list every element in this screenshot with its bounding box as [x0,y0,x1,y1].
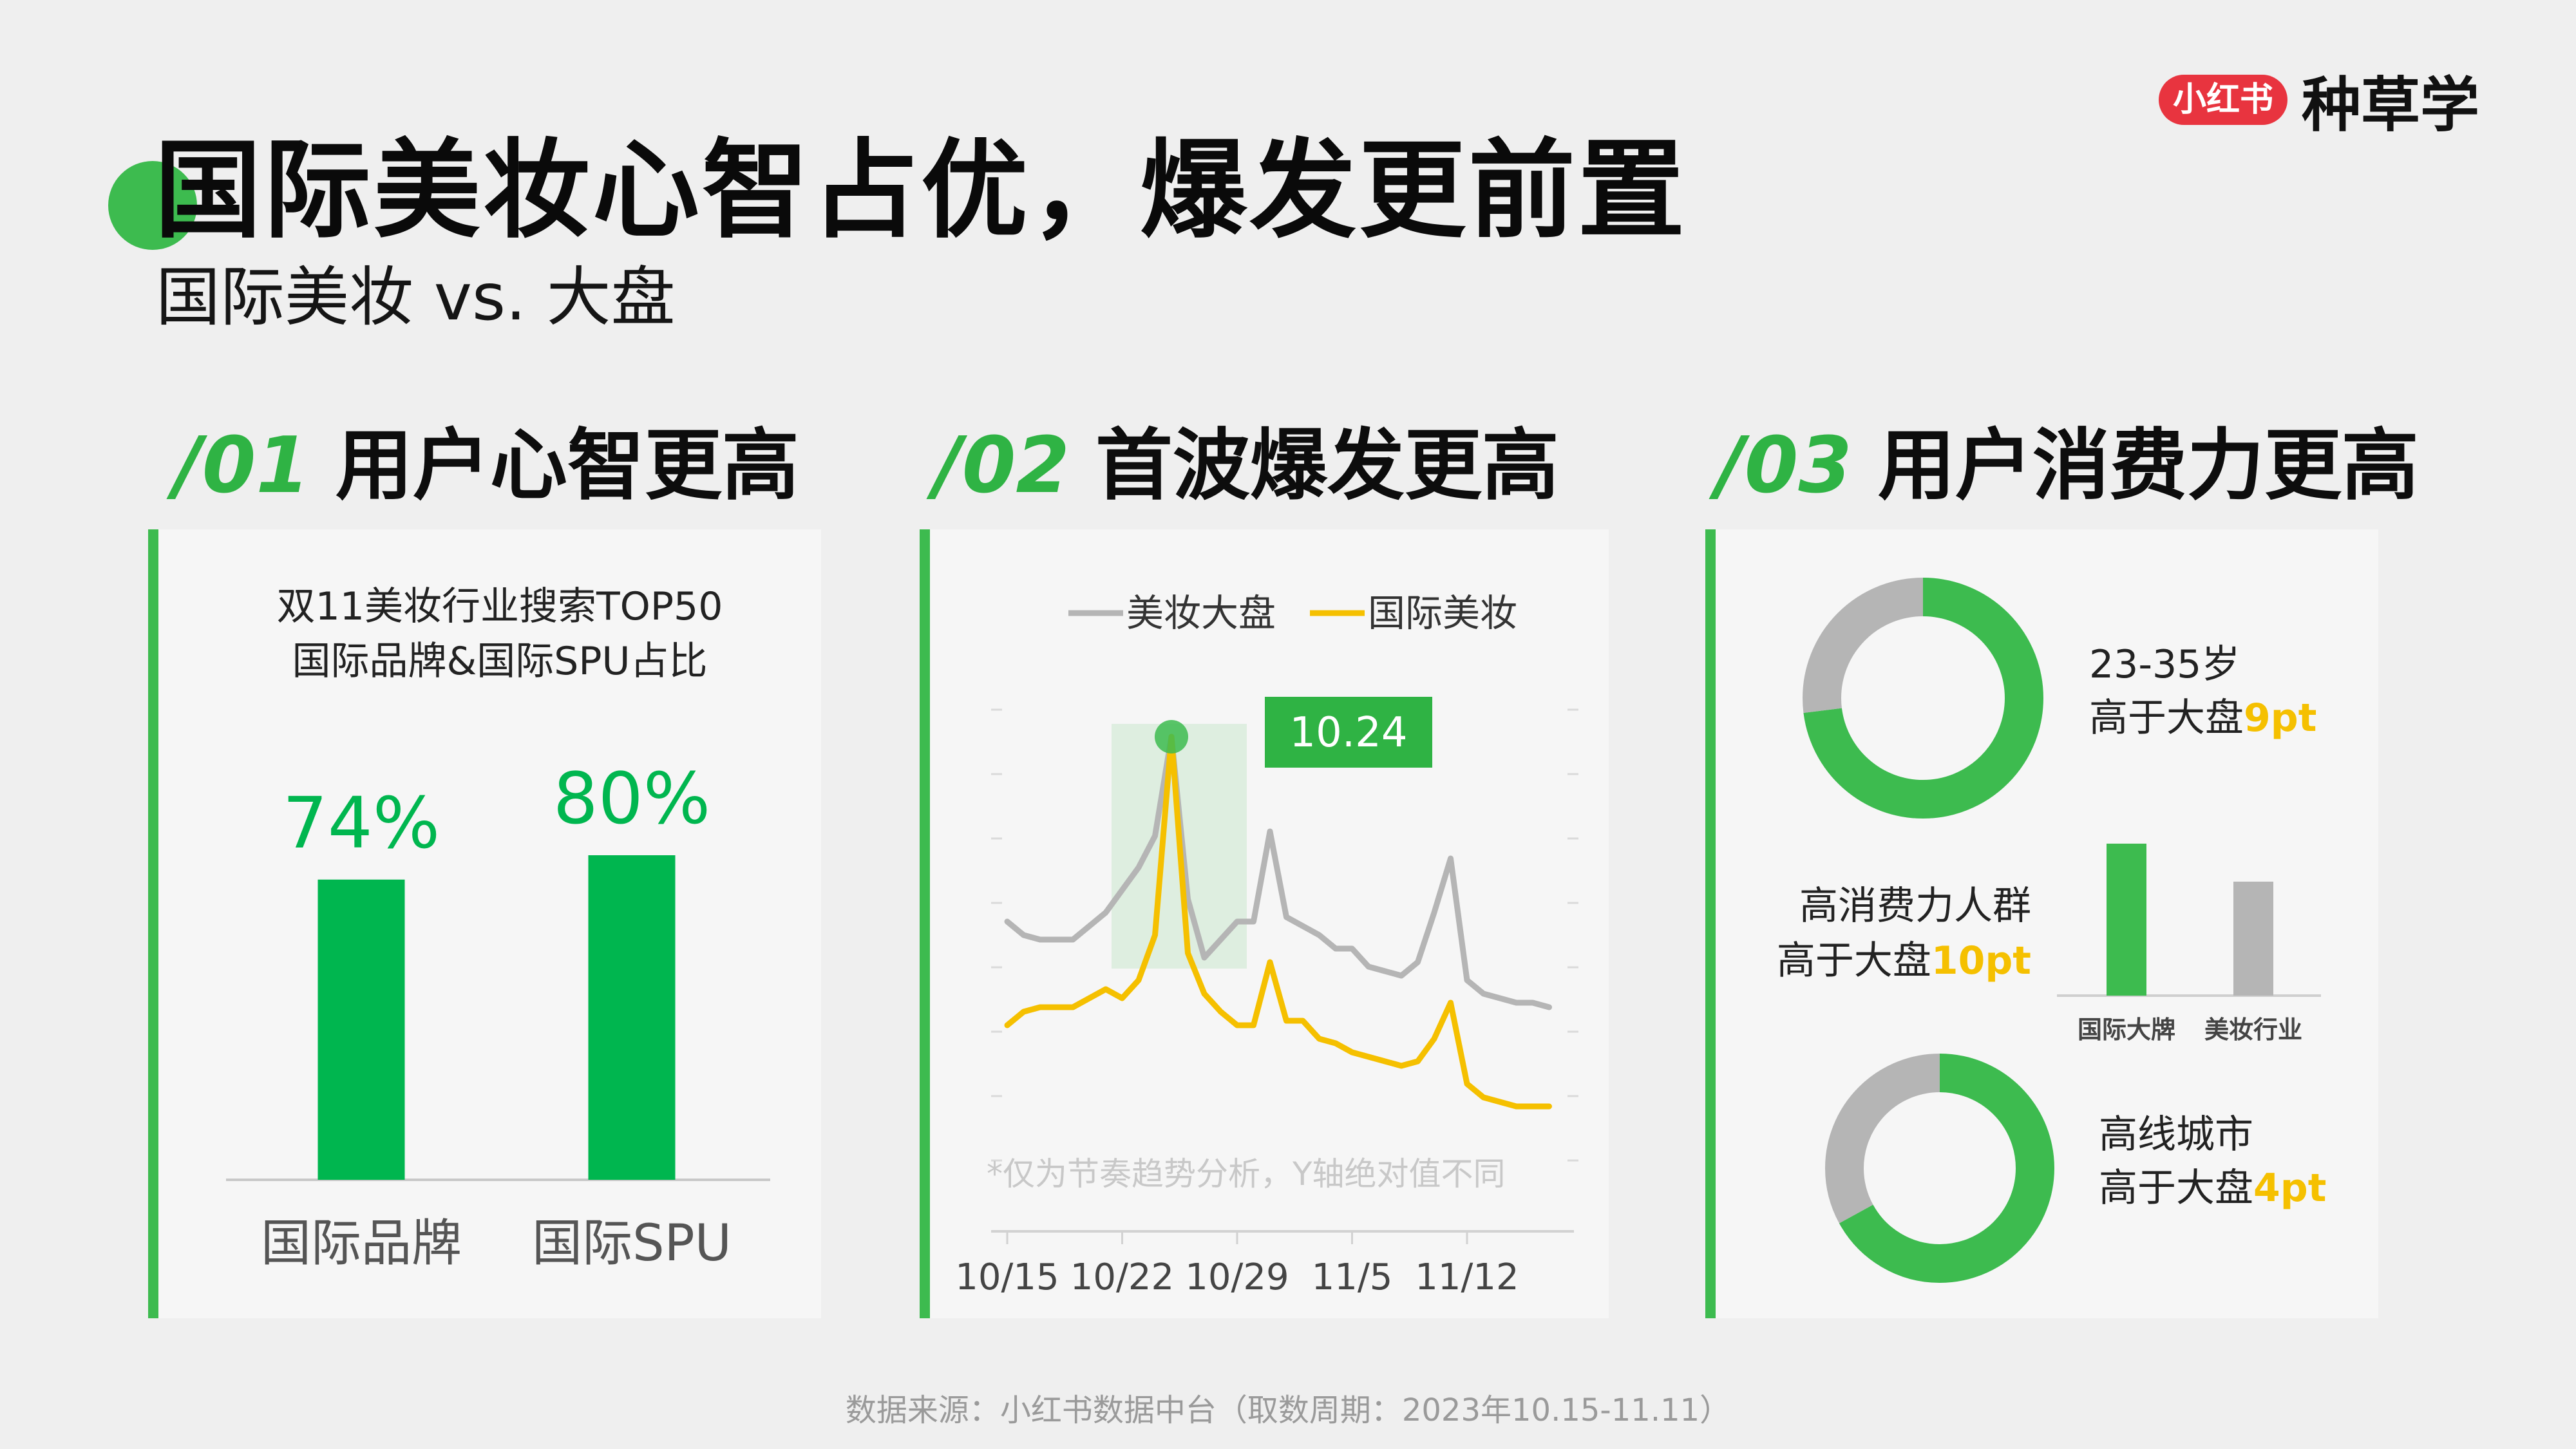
logo-badge: 小红书 [2159,75,2288,125]
legend-label-intl: 国际美妆 [1368,591,1517,635]
mini-bars: 国际大牌 美妆行业 [2078,844,2302,1044]
age-compare: 高于大盘9pt [2089,696,2316,741]
decorative-dot [108,161,197,250]
city-label: 高线城市 [2099,1112,2253,1157]
peak-label-box [1265,697,1432,768]
section-number: /02 [934,421,1070,511]
card-user-mindshare: 双11美妆行业搜索TOP50 国际品牌&国际SPU占比 74% 国际品牌 80% 国际… [148,529,821,1318]
donut-slice-其他 [1825,1054,2054,1283]
chart-subtitle: 国际品牌&国际SPU占比 [292,639,708,684]
chart-title: 双11美妆行业搜索TOP50 [277,584,723,629]
section-label: 首波爆发更高 [1095,421,1559,511]
section-heading-1: /01 用户心智更高 [174,402,799,515]
logo: 小红书 种草学 [2159,64,2479,140]
series-line-国际美妆 [1004,734,1552,1110]
mini-bar-国际大牌 [2107,844,2146,996]
peak-marker [1155,720,1188,753]
legend-label-market: 美妆大盘 [1126,591,1276,635]
bar-category-label: 国际SPU [532,1215,732,1273]
section-number: /03 [1716,421,1852,511]
gridlines [991,708,1578,1162]
donut-chart-age [1803,578,2043,819]
logo-text: 种草学 [2302,70,2480,140]
bar-chart-search-share: 双11美妆行业搜索TOP50 国际品牌&国际SPU占比 74% 国际品牌 80% 国际… [226,584,770,1273]
page-subtitle: 国际美妆 vs. 大盘 [156,260,676,335]
donut-chart-city [1825,1054,2054,1283]
bar-国际SPU [588,855,676,1180]
card-first-burst: 美妆大盘 国际美妆 10.24 *仅为节奏趋势分析，Y轴绝对值不同 10/15 1… [920,529,1609,1318]
mini-bar-label: 国际大牌 [2078,1016,2175,1044]
mini-bar-label: 美妆行业 [2204,1016,2302,1044]
section-label: 用户消费力更高 [1877,421,2419,511]
section-label: 用户心智更高 [335,421,799,511]
bar-category-label: 国际品牌 [261,1215,462,1273]
spending-label: 高消费力人群 [1799,884,2031,929]
x-tick-label: 10/15 [955,1256,1059,1298]
bars: 74% 国际品牌 80% 国际SPU [261,757,732,1273]
chart-annotation: *仅为节奏趋势分析，Y轴绝对值不同 [987,1155,1506,1193]
bar-国际品牌 [317,879,405,1180]
age-highlight: 9pt [2244,696,2316,741]
section-number: /01 [174,421,310,511]
spending-compare-prefix: 高于大盘 [1777,938,1931,983]
section-heading-3: /03 用户消费力更高 [1716,402,2419,515]
data-source-footer: 数据来源：小红书数据中台（取数周期：2023年10.15-11.11） [845,1392,1731,1428]
legend: 美妆大盘 国际美妆 [1068,591,1517,635]
series-lines [1004,734,1552,1110]
x-tick-label: 10/22 [1070,1256,1174,1298]
bar-value-label: 80% [553,757,711,840]
mini-bar-美妆行业 [2233,882,2273,996]
line-chart-trend: 美妆大盘 国际美妆 10.24 *仅为节奏趋势分析，Y轴绝对值不同 10/15 1… [955,591,1578,1298]
card-spending-power: 23-35岁 高于大盘9pt 高消费力人群 高于大盘10pt 国际大牌 美妆行业 … [1705,529,2378,1318]
audience-charts: 23-35岁 高于大盘9pt 高消费力人群 高于大盘10pt 国际大牌 美妆行业 … [1777,578,2326,1283]
age-compare-prefix: 高于大盘 [2089,696,2244,741]
series-line-美妆大盘 [1004,734,1552,1010]
spending-compare: 高于大盘10pt [1777,938,2031,983]
page-title: 国际美妆心智占优，爆发更前置 [155,129,1687,253]
x-tick-label: 10/29 [1185,1256,1289,1298]
x-tick-label: 11/12 [1415,1256,1519,1298]
city-highlight: 4pt [2253,1166,2326,1211]
peak-label: 10.24 [1289,709,1407,757]
bar-value-label: 74% [283,782,440,864]
city-compare: 高于大盘4pt [2099,1166,2326,1211]
x-tick-label: 11/5 [1312,1256,1393,1298]
age-label: 23-35岁 [2089,642,2240,687]
city-compare-prefix: 高于大盘 [2099,1166,2253,1211]
x-ticks: 10/15 10/22 10/29 11/5 11/12 [955,1231,1519,1298]
spending-highlight: 10pt [1931,938,2031,983]
section-heading-2: /02 首波爆发更高 [934,402,1559,515]
donut-slice-其他 [1803,578,2043,819]
